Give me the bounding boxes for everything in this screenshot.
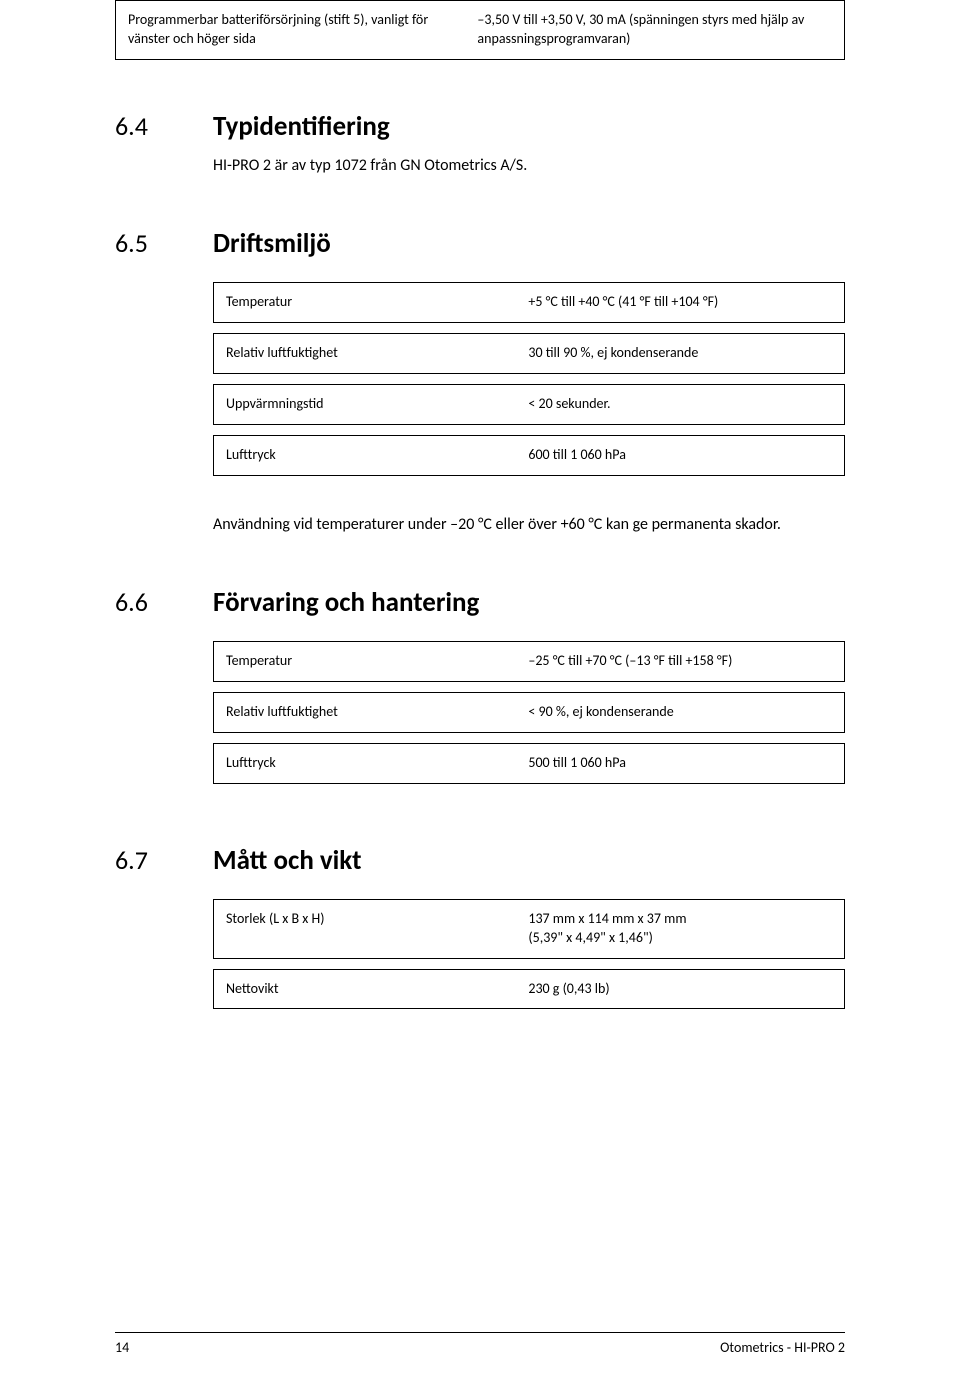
table-row: Nettovikt230 g (0,43 lb) bbox=[213, 969, 845, 1010]
spec-label: Temperatur bbox=[213, 282, 516, 323]
spec-label: Lufttryck bbox=[213, 435, 516, 476]
section-number: 6.6 bbox=[115, 586, 213, 618]
section-number: 6.7 bbox=[115, 844, 213, 876]
section-note: Användning vid temperaturer under –20 °C… bbox=[213, 514, 845, 536]
section-number: 6.4 bbox=[115, 110, 213, 142]
spec-value: 500 till 1 060 hPa bbox=[516, 743, 845, 784]
spec-table: Storlek (L x B x H)137 mm x 114 mm x 37 … bbox=[213, 889, 845, 1020]
footer-doc-name: Otometrics - HI-PRO 2 bbox=[720, 1339, 845, 1356]
spec-value: 230 g (0,43 lb) bbox=[516, 969, 845, 1010]
spec-label: Temperatur bbox=[213, 641, 516, 682]
section: 6.4Typidentifiering HI-PRO 2 är av typ 10… bbox=[115, 110, 845, 177]
table-row: Relativ luftfuktighet< 90 %, ej kondense… bbox=[213, 692, 845, 733]
top-spec-table: Programmerbar batteriförsörjning (stift … bbox=[115, 0, 845, 60]
table-row: Temperatur+5 °C till +40 °C (41 °F till … bbox=[213, 282, 845, 323]
section: 6.6Förvaring och hantering Temperatur–25 … bbox=[115, 586, 845, 794]
spec-value: 137 mm x 114 mm x 37 mm(5,39" x 4,49" x … bbox=[516, 899, 845, 959]
spec-value: 30 till 90 %, ej kondenserande bbox=[516, 333, 845, 374]
spec-table: Temperatur–25 °C till +70 °C (–13 °F til… bbox=[213, 631, 845, 794]
section-header: 6.6Förvaring och hantering bbox=[115, 586, 845, 619]
section: 6.5Driftsmiljö Temperatur+5 °C till +40 °… bbox=[115, 227, 845, 536]
section: 6.7Mått och vikt Storlek (L x B x H)137 m… bbox=[115, 844, 845, 1020]
spec-label: Relativ luftfuktighet bbox=[213, 333, 516, 374]
section-title: Förvaring och hantering bbox=[213, 586, 479, 619]
spec-table: Temperatur+5 °C till +40 °C (41 °F till … bbox=[213, 272, 845, 486]
footer-page-number: 14 bbox=[115, 1339, 129, 1356]
table-row: Storlek (L x B x H)137 mm x 114 mm x 37 … bbox=[213, 899, 845, 959]
table-row: Programmerbar batteriförsörjning (stift … bbox=[116, 1, 845, 60]
section-header: 6.4Typidentifiering bbox=[115, 110, 845, 143]
spec-value: –3,50 V till +3,50 V, 30 mA (spänningen … bbox=[465, 1, 844, 60]
section-intro: HI-PRO 2 är av typ 1072 från GN Otometri… bbox=[213, 155, 845, 177]
section-body: Storlek (L x B x H)137 mm x 114 mm x 37 … bbox=[213, 889, 845, 1020]
spec-value: < 90 %, ej kondenserande bbox=[516, 692, 845, 733]
section-title: Driftsmiljö bbox=[213, 227, 331, 260]
spec-value: 600 till 1 060 hPa bbox=[516, 435, 845, 476]
section-title: Typidentifiering bbox=[213, 110, 390, 143]
table-row: Relativ luftfuktighet30 till 90 %, ej ko… bbox=[213, 333, 845, 374]
spec-label: Relativ luftfuktighet bbox=[213, 692, 516, 733]
section-title: Mått och vikt bbox=[213, 844, 362, 877]
section-number: 6.5 bbox=[115, 227, 213, 259]
table-row: Temperatur–25 °C till +70 °C (–13 °F til… bbox=[213, 641, 845, 682]
spec-value: < 20 sekunder. bbox=[516, 384, 845, 425]
page-footer: 14 Otometrics - HI-PRO 2 bbox=[115, 1332, 845, 1356]
footer-rule bbox=[115, 1332, 845, 1333]
table-row: Uppvärmningstid< 20 sekunder. bbox=[213, 384, 845, 425]
table-row: Lufttryck600 till 1 060 hPa bbox=[213, 435, 845, 476]
section-body: Temperatur+5 °C till +40 °C (41 °F till … bbox=[213, 272, 845, 536]
spec-value: –25 °C till +70 °C (–13 °F till +158 °F) bbox=[516, 641, 845, 682]
spec-value: +5 °C till +40 °C (41 °F till +104 °F) bbox=[516, 282, 845, 323]
spec-label: Storlek (L x B x H) bbox=[213, 899, 516, 959]
spec-label: Lufttryck bbox=[213, 743, 516, 784]
section-body: Temperatur–25 °C till +70 °C (–13 °F til… bbox=[213, 631, 845, 794]
spec-label: Nettovikt bbox=[213, 969, 516, 1010]
section-header: 6.5Driftsmiljö bbox=[115, 227, 845, 260]
spec-label: Programmerbar batteriförsörjning (stift … bbox=[116, 1, 466, 60]
section-body: HI-PRO 2 är av typ 1072 från GN Otometri… bbox=[213, 155, 845, 177]
spec-label: Uppvärmningstid bbox=[213, 384, 516, 425]
section-header: 6.7Mått och vikt bbox=[115, 844, 845, 877]
table-row: Lufttryck500 till 1 060 hPa bbox=[213, 743, 845, 784]
